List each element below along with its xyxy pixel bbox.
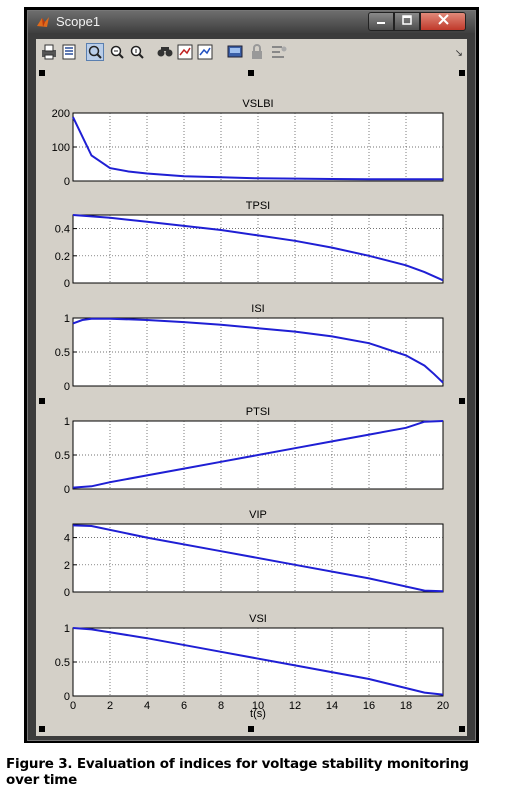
zoom-y-icon[interactable]	[128, 43, 146, 61]
x-tick-label: 20	[437, 700, 449, 712]
y-tick-label: 0	[64, 176, 70, 188]
zoom-button[interactable]	[86, 43, 104, 61]
signal-selection-icon[interactable]	[270, 43, 288, 61]
lock-icon[interactable]	[248, 43, 266, 61]
signal-trace	[72, 116, 443, 181]
figure-caption: Figure 3. Evaluation of indices for volt…	[6, 756, 469, 788]
autoscale-icon[interactable]	[156, 43, 174, 61]
resize-handle[interactable]	[459, 70, 465, 76]
y-tick-label: 0.5	[55, 347, 70, 359]
y-tick-label: 1	[64, 623, 70, 635]
toolbar: ↘	[36, 39, 467, 65]
print-icon[interactable]	[40, 43, 58, 61]
signal-trace	[72, 420, 444, 489]
x-tick-label: 2	[107, 700, 113, 712]
scope-window: Scope1	[27, 10, 476, 741]
scope-canvas: 0 100 200 VSLBI 0 0.2 0.4 TPSI 0 0.5 1 ISI 0 0.5 1 PTSI…	[36, 65, 467, 736]
plot-title: VIP	[249, 509, 267, 521]
x-tick-label: 10	[252, 700, 264, 712]
y-tick-label: 0	[64, 381, 70, 393]
resize-handle[interactable]	[248, 70, 254, 76]
y-tick-label: 0	[64, 691, 70, 703]
resize-handle[interactable]	[248, 726, 254, 732]
plot-title: ISI	[251, 303, 264, 315]
x-tick-label: 4	[144, 700, 150, 712]
plot-vslbi: 0 100 200 VSLBI	[52, 98, 444, 188]
x-axis-label: t(s)	[250, 708, 266, 720]
x-tick-label: 6	[181, 700, 187, 712]
signal-trace	[72, 524, 444, 593]
resize-handle[interactable]	[459, 726, 465, 732]
plot-title: VSLBI	[242, 98, 273, 110]
signal-trace	[72, 214, 444, 282]
plot-tpsi: 0 0.2 0.4 TPSI	[55, 200, 444, 290]
parameters-icon[interactable]	[60, 43, 78, 61]
plot-title: PTSI	[246, 406, 270, 418]
save-axes-icon[interactable]	[176, 43, 194, 61]
resize-handle[interactable]	[39, 70, 45, 76]
y-tick-label: 0.5	[55, 450, 70, 462]
y-tick-label: 0	[64, 484, 70, 496]
y-tick-label: 200	[52, 108, 70, 120]
plot-title: VSI	[249, 613, 267, 625]
x-tick-label: 18	[400, 700, 412, 712]
close-button[interactable]	[420, 12, 466, 31]
y-tick-label: 0.2	[55, 251, 70, 263]
minimize-icon	[377, 22, 385, 24]
restore-axes-icon[interactable]	[196, 43, 214, 61]
plot-title: TPSI	[246, 200, 270, 212]
zoom-icon	[88, 45, 102, 59]
plot-isi: 0 0.5 1 ISI	[55, 303, 444, 393]
zoom-x-icon[interactable]	[108, 43, 126, 61]
signal-trace	[72, 317, 444, 384]
plot-vip: 0 2 4 VIP	[64, 509, 444, 599]
y-tick-label: 1	[64, 313, 70, 325]
signal-trace	[72, 627, 444, 696]
x-tick-label: 16	[363, 700, 375, 712]
y-tick-label: 0	[64, 278, 70, 290]
plot-vsi: 0 0.5 1 VSI 0 2 4 6 8 10 12 14 16 18 20 t(s)	[55, 613, 449, 720]
x-tick-label: 0	[70, 700, 76, 712]
plot-ptsi: 0 0.5 1 PTSI	[55, 406, 444, 496]
close-icon	[437, 14, 449, 25]
floating-scope-icon[interactable]	[226, 43, 244, 61]
minimize-button[interactable]	[368, 12, 394, 31]
y-tick-label: 100	[52, 142, 70, 154]
resize-handle[interactable]	[39, 398, 45, 404]
resize-handle[interactable]	[39, 726, 45, 732]
dock-arrow-icon[interactable]: ↘	[454, 48, 463, 59]
x-tick-label: 14	[326, 700, 338, 712]
maximize-icon	[402, 15, 412, 25]
scope-plots: 0100200VSLBI00.20.4TPSI00.51ISI00.51PTSI…	[52, 98, 449, 720]
window-title: Scope1	[56, 14, 101, 29]
maximize-button[interactable]	[394, 12, 420, 31]
y-tick-label: 1	[64, 416, 70, 428]
resize-handle[interactable]	[459, 398, 465, 404]
y-tick-label: 4	[64, 533, 70, 545]
y-tick-label: 0.5	[55, 657, 70, 669]
matlab-icon	[37, 17, 49, 27]
x-tick-label: 8	[218, 700, 224, 712]
title-bar[interactable]: Scope1	[28, 11, 475, 33]
x-tick-label: 12	[289, 700, 301, 712]
y-tick-label: 0	[64, 587, 70, 599]
y-tick-label: 0.4	[55, 224, 70, 236]
y-tick-label: 2	[64, 560, 70, 572]
